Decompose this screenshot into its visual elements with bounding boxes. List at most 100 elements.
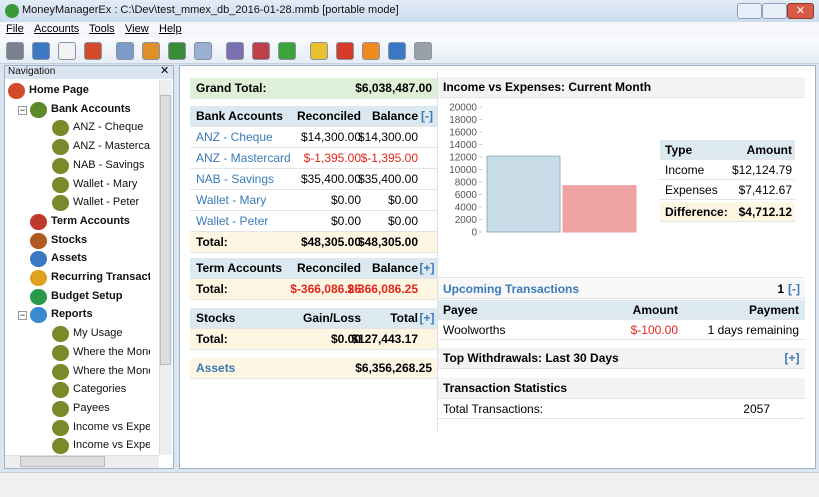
tree-item[interactable]: ANZ - Cheque: [73, 121, 144, 134]
toolbar-button[interactable]: [84, 42, 102, 60]
amount-cell: $35,400.00: [357, 172, 418, 186]
section-toggle[interactable]: [+]: [784, 351, 800, 365]
section-divider: [438, 277, 805, 278]
total-cell: $-366,086.25: [347, 282, 418, 296]
amount-cell: $0.00: [387, 193, 418, 207]
account-link[interactable]: NAB - Savings: [196, 172, 275, 186]
tree-item[interactable]: Assets: [51, 252, 88, 265]
tree-item[interactable]: Budget Setup: [51, 289, 123, 302]
maximize-button[interactable]: [762, 3, 787, 19]
row-background: [438, 320, 805, 340]
column-header: Bank Accounts: [196, 109, 283, 123]
toolbar-button[interactable]: [252, 42, 270, 60]
section-toggle[interactable]: [-]: [421, 109, 433, 123]
tree-item[interactable]: ANZ - Mastercard: [73, 140, 150, 153]
toolbar-button[interactable]: [32, 42, 50, 60]
tree-icon: [52, 400, 69, 417]
navigation-close[interactable]: ✕: [160, 65, 170, 77]
column-header: Amount: [632, 303, 678, 317]
tree-item[interactable]: Home Page: [29, 84, 89, 96]
navigation-header: [5, 66, 173, 79]
column-header: Total: [390, 311, 418, 325]
menu-item[interactable]: View: [125, 23, 149, 35]
tree-expander[interactable]: −: [18, 311, 27, 321]
menu-item[interactable]: Help: [159, 23, 182, 35]
total-cell: $0.00: [330, 332, 361, 346]
column-header: Reconciled: [296, 109, 361, 123]
header-background: [438, 348, 805, 369]
scroll-thumb[interactable]: [160, 95, 171, 365]
row-background: [190, 358, 437, 379]
tree-item[interactable]: NAB - Savings: [73, 158, 145, 171]
section-toggle[interactable]: [+]: [419, 311, 435, 325]
minimize-button[interactable]: [737, 3, 762, 19]
tree-icon: [52, 344, 69, 361]
tree-item[interactable]: Recurring Transactions: [51, 271, 150, 283]
menu-bar: [0, 22, 819, 38]
toolbar-button[interactable]: [278, 42, 296, 60]
account-link[interactable]: Wallet - Mary: [196, 193, 267, 207]
section-title-link[interactable]: Upcoming Transactions: [443, 282, 580, 296]
menu-item[interactable]: Tools: [89, 23, 115, 35]
account-link[interactable]: Wallet - Peter: [196, 214, 269, 228]
toolbar-button[interactable]: [116, 42, 134, 60]
tree-item[interactable]: Where the Money C: [73, 364, 150, 377]
assets-link[interactable]: Assets: [196, 361, 236, 375]
toolbar-button[interactable]: [58, 42, 76, 60]
tree-item[interactable]: My Usage: [73, 327, 123, 340]
toolbar-button[interactable]: [226, 42, 244, 60]
tree-item[interactable]: Reports: [51, 308, 93, 321]
transaction-cell: Woolworths: [443, 323, 506, 337]
window-title: MoneyManagerEx : C:\Dev\test_mmex_db_201…: [22, 4, 399, 16]
navigation-panel: [4, 65, 174, 469]
tree-icon: [30, 307, 47, 324]
toolbar-button[interactable]: [310, 42, 328, 60]
y-tick-label: 20000: [449, 103, 477, 114]
header-background: [438, 77, 805, 98]
grand-total-label: Grand Total:: [196, 81, 267, 95]
tree-item[interactable]: Wallet - Mary: [73, 177, 138, 190]
y-tick-label: 6000: [455, 190, 478, 201]
tree-expander[interactable]: −: [18, 105, 27, 115]
menu-item[interactable]: File: [6, 23, 24, 35]
row-background: [190, 232, 437, 253]
toolbar-button[interactable]: [194, 42, 212, 60]
tree-item[interactable]: Income vs Expenses: [73, 420, 150, 433]
scroll-thumb[interactable]: [20, 456, 105, 467]
tree-item[interactable]: Stocks: [51, 233, 88, 246]
toolbar-button[interactable]: [336, 42, 354, 60]
tree-icon: [52, 438, 69, 455]
y-tick-label: 10000: [449, 165, 477, 176]
toolbar-button[interactable]: [388, 42, 406, 60]
tree-icon: [30, 213, 47, 230]
tree-item[interactable]: Payees: [73, 401, 110, 414]
close-button[interactable]: ✕: [787, 3, 814, 19]
tree-item[interactable]: Where the Money G: [73, 345, 150, 358]
tree-icon: [30, 270, 47, 286]
summary-value: $12,124.79: [731, 163, 792, 177]
toolbar-button[interactable]: [6, 42, 24, 60]
tree-item[interactable]: Categories: [73, 383, 127, 396]
tree-item[interactable]: Bank Accounts: [51, 102, 131, 115]
row-background: [190, 211, 437, 232]
toolbar-button[interactable]: [414, 42, 432, 60]
tree-item[interactable]: Income vs Expenses: [73, 439, 150, 452]
toolbar-button[interactable]: [142, 42, 160, 60]
tree-item[interactable]: Term Accounts: [51, 214, 130, 227]
toolbar-button[interactable]: [168, 42, 186, 60]
section-toggle[interactable]: [-]: [788, 282, 800, 296]
toolbar-button[interactable]: [362, 42, 380, 60]
menu-item[interactable]: Accounts: [34, 23, 80, 35]
header-background: [660, 140, 795, 160]
tree-item[interactable]: Wallet - Peter: [73, 196, 140, 209]
y-tick-label: 12000: [449, 153, 477, 164]
summary-value: $7,412.67: [738, 183, 792, 197]
account-link[interactable]: ANZ - Mastercard: [196, 151, 291, 165]
amount-cell: $14,300.00: [357, 130, 418, 144]
account-link[interactable]: ANZ - Cheque: [196, 130, 273, 144]
column-divider: [437, 72, 438, 432]
section-toggle[interactable]: [+]: [419, 261, 435, 275]
column-header: Balance: [371, 261, 418, 275]
row-background: [438, 399, 805, 419]
